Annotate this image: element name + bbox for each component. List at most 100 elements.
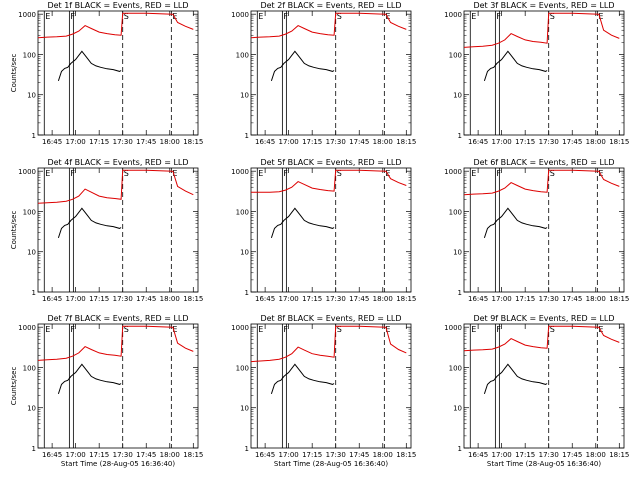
x-tick-label: 17:30 xyxy=(326,451,346,459)
lld-series-line xyxy=(251,169,407,193)
y-tick-label: 10 xyxy=(453,249,462,257)
y-tick-label: 1 xyxy=(245,132,249,140)
time-marker-label: E xyxy=(471,169,476,178)
y-tick-label: 10 xyxy=(27,249,36,257)
detector-panel: Det 4f BLACK = Events, RED = LLD 1 10 100 10… xyxy=(10,158,203,303)
detector-panel: Det 3f BLACK = Events, RED = LLD 1 10 100 10… xyxy=(444,1,629,146)
y-tick-label: 100 xyxy=(23,364,36,372)
x-tick-label: 16:45 xyxy=(42,451,62,459)
x-tick-label: 17:30 xyxy=(539,451,559,459)
time-marker-label: F xyxy=(70,325,75,334)
x-tick-label: 18:15 xyxy=(609,138,629,146)
time-marker-label: E xyxy=(172,12,177,21)
time-marker-label: S xyxy=(550,12,555,21)
x-tick-label: 16:45 xyxy=(255,295,275,303)
events-series-line xyxy=(270,50,335,82)
y-tick-label: 10 xyxy=(240,92,249,100)
x-tick-label: 17:15 xyxy=(89,295,109,303)
lld-series-line xyxy=(37,325,194,361)
x-tick-label: 17:00 xyxy=(492,138,512,146)
panel-title: Det 8f BLACK = Events, RED = LLD xyxy=(260,314,401,323)
time-marker-label: E xyxy=(45,12,50,21)
x-tick-label: 18:00 xyxy=(586,138,606,146)
y-tick-label: 1 xyxy=(458,289,462,297)
panel-title: Det 9f BLACK = Events, RED = LLD xyxy=(473,314,614,323)
time-marker-label: F xyxy=(496,12,501,21)
y-tick-label: 1000 xyxy=(18,324,36,332)
panel-title: Det 2f BLACK = Events, RED = LLD xyxy=(260,1,401,10)
y-tick-label: 1 xyxy=(245,289,249,297)
y-tick-label: 100 xyxy=(23,208,36,216)
x-tick-label: 18:00 xyxy=(160,451,180,459)
x-tick-label: 18:15 xyxy=(396,295,416,303)
x-tick-label: 18:00 xyxy=(373,451,393,459)
time-marker-label: F xyxy=(283,169,288,178)
x-tick-label: 17:15 xyxy=(515,295,535,303)
panel-frame xyxy=(37,10,199,136)
x-tick-label: 17:00 xyxy=(492,451,512,459)
time-marker-label: E xyxy=(471,325,476,334)
time-marker-label: S xyxy=(337,169,342,178)
time-marker-label: E xyxy=(258,169,263,178)
x-tick-label: 17:15 xyxy=(89,138,109,146)
y-tick-label: 1000 xyxy=(231,324,249,332)
lld-series-line xyxy=(37,12,194,39)
x-tick-label: 17:30 xyxy=(113,138,133,146)
time-marker-label: E xyxy=(172,325,177,334)
x-tick-label: 18:00 xyxy=(586,451,606,459)
x-tick-label: 18:15 xyxy=(183,451,203,459)
time-marker-label: E xyxy=(45,325,50,334)
time-marker-label: F xyxy=(70,12,75,21)
time-marker-label: E xyxy=(598,325,603,334)
x-tick-label: 18:00 xyxy=(586,295,606,303)
x-tick-label: 17:00 xyxy=(66,295,86,303)
x-tick-label: 16:45 xyxy=(468,295,488,303)
events-series-line xyxy=(483,50,548,82)
x-tick-label: 17:00 xyxy=(492,295,512,303)
panel-title: Det 5f BLACK = Events, RED = LLD xyxy=(260,158,401,167)
y-tick-label: 1 xyxy=(458,132,462,140)
time-marker-label: E xyxy=(258,325,263,334)
x-tick-label: 17:30 xyxy=(539,295,559,303)
y-tick-label: 10 xyxy=(240,249,249,257)
x-tick-label: 17:15 xyxy=(302,138,322,146)
events-series-line xyxy=(57,363,122,395)
y-tick-label: 100 xyxy=(449,208,462,216)
lld-series-line xyxy=(250,12,407,39)
y-tick-label: 100 xyxy=(449,364,462,372)
time-marker-label: E xyxy=(471,12,476,21)
x-tick-label: 17:45 xyxy=(562,295,582,303)
x-axis-label: Start Time (28-Aug-05 16:36:40) xyxy=(61,460,175,468)
y-tick-label: 1000 xyxy=(231,168,249,176)
x-tick-label: 17:45 xyxy=(349,138,369,146)
y-tick-label: 1000 xyxy=(231,11,249,19)
time-marker-label: S xyxy=(337,325,342,334)
y-tick-label: 1000 xyxy=(18,168,36,176)
y-tick-label: 1 xyxy=(32,289,36,297)
x-tick-label: 17:45 xyxy=(136,295,156,303)
x-tick-label: 17:30 xyxy=(539,138,559,146)
detector-panel: Det 6f BLACK = Events, RED = LLD 1 10 100 10… xyxy=(444,158,629,303)
y-tick-label: 1000 xyxy=(444,168,462,176)
time-marker-label: E xyxy=(598,169,603,178)
y-axis-label: Counts/sec xyxy=(10,211,18,250)
x-tick-label: 17:30 xyxy=(326,295,346,303)
y-tick-label: 10 xyxy=(27,405,36,413)
x-tick-label: 17:00 xyxy=(279,295,299,303)
panel-frame xyxy=(463,167,625,293)
panel-title: Det 1f BLACK = Events, RED = LLD xyxy=(47,1,188,10)
x-tick-label: 17:00 xyxy=(279,451,299,459)
x-tick-label: 17:45 xyxy=(136,138,156,146)
y-axis-label: Counts/sec xyxy=(10,367,18,406)
detector-panel: Det 8f BLACK = Events, RED = LLD 1 10 100 10… xyxy=(231,314,416,468)
y-tick-label: 100 xyxy=(236,51,249,59)
x-tick-label: 18:15 xyxy=(183,138,203,146)
y-tick-label: 1 xyxy=(32,132,36,140)
detector-panel: Det 9f BLACK = Events, RED = LLD 1 10 100 10… xyxy=(444,314,629,468)
time-marker-label: F xyxy=(496,325,501,334)
y-tick-label: 10 xyxy=(27,92,36,100)
lld-series-line xyxy=(463,169,620,196)
panel-title: Det 6f BLACK = Events, RED = LLD xyxy=(473,158,614,167)
time-marker-label: S xyxy=(124,12,129,21)
